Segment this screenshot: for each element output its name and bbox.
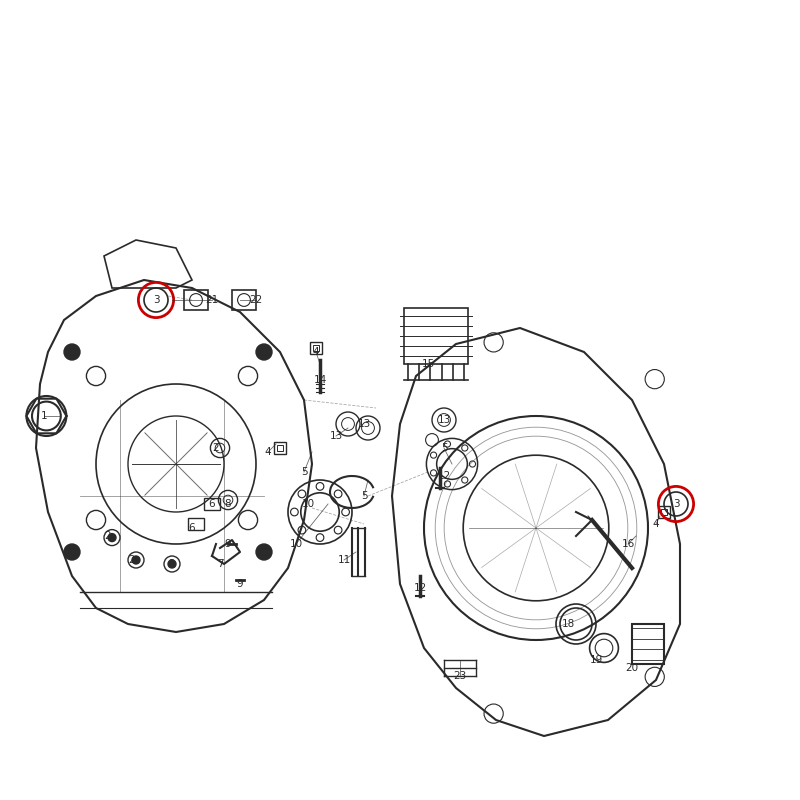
Text: 12: 12 <box>438 471 450 481</box>
Text: 22: 22 <box>250 295 262 305</box>
Circle shape <box>64 344 80 360</box>
Text: 8: 8 <box>225 499 231 509</box>
Text: 20: 20 <box>626 663 638 673</box>
Circle shape <box>132 556 140 564</box>
Text: 2: 2 <box>105 531 111 541</box>
Text: 13: 13 <box>330 431 342 441</box>
Text: 3: 3 <box>153 295 159 305</box>
Text: 13: 13 <box>358 419 370 429</box>
Text: 23: 23 <box>454 671 466 681</box>
Text: 6: 6 <box>189 523 195 533</box>
Circle shape <box>168 560 176 568</box>
Text: 3: 3 <box>673 499 679 509</box>
Text: 14: 14 <box>314 375 326 385</box>
Text: 15: 15 <box>422 359 434 369</box>
Text: 4: 4 <box>265 447 271 457</box>
Text: 4: 4 <box>313 347 319 357</box>
Circle shape <box>64 544 80 560</box>
Circle shape <box>256 544 272 560</box>
Bar <box>204 498 220 510</box>
Text: 2: 2 <box>169 559 175 569</box>
Bar <box>184 290 208 310</box>
Text: 13: 13 <box>438 415 450 425</box>
Bar <box>232 290 256 310</box>
Text: 18: 18 <box>562 619 574 629</box>
Bar <box>274 442 286 454</box>
Bar <box>313 345 319 351</box>
Text: 5: 5 <box>361 491 367 501</box>
Text: 12: 12 <box>414 583 426 593</box>
Text: 5: 5 <box>441 443 447 453</box>
Text: 11: 11 <box>338 555 350 565</box>
Text: 19: 19 <box>590 655 602 665</box>
Text: 7: 7 <box>217 559 223 569</box>
Text: 21: 21 <box>206 295 218 305</box>
Bar <box>188 518 204 530</box>
Text: 5: 5 <box>301 467 307 477</box>
Text: 10: 10 <box>290 539 302 549</box>
Bar <box>632 624 664 664</box>
Text: 1: 1 <box>41 411 47 421</box>
Text: 2: 2 <box>213 443 219 453</box>
Bar <box>658 506 670 518</box>
Text: 16: 16 <box>622 539 634 549</box>
Text: 4: 4 <box>653 519 659 529</box>
Text: 9: 9 <box>225 539 231 549</box>
Text: 6: 6 <box>209 499 215 509</box>
Bar <box>661 509 667 515</box>
Circle shape <box>256 344 272 360</box>
Circle shape <box>108 534 116 542</box>
Text: 2: 2 <box>129 555 135 565</box>
Text: 9: 9 <box>237 579 243 589</box>
Bar <box>310 342 322 354</box>
Bar <box>277 445 283 451</box>
Text: 10: 10 <box>302 499 314 509</box>
